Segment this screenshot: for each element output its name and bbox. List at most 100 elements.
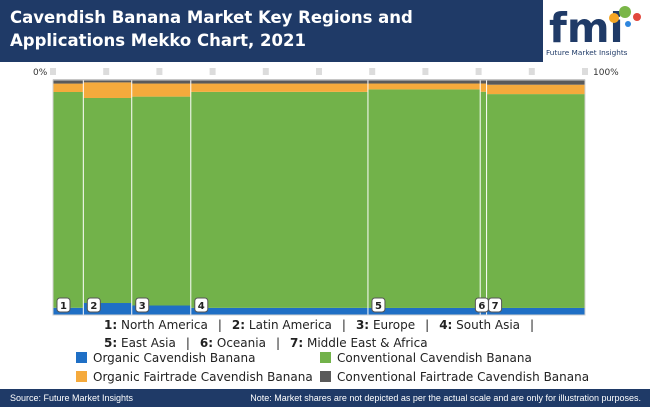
- bar-segment: [190, 83, 368, 92]
- region-badge-label: 2: [90, 301, 97, 312]
- region-badge: 5: [371, 297, 386, 313]
- region-badge: 4: [194, 297, 209, 313]
- axis-tick: [156, 68, 163, 75]
- bar-segment: [486, 94, 585, 308]
- region-badge: 1: [56, 297, 71, 313]
- bar-segment: [53, 83, 84, 92]
- region-badge-label: 1: [60, 301, 67, 312]
- axis-tick: [582, 68, 588, 75]
- bar-segment: [190, 307, 368, 315]
- bar-segment: [53, 80, 84, 84]
- axis-tick: [50, 68, 56, 75]
- region-badge: 3: [135, 297, 150, 313]
- legend-label: Organic Cavendish Banana: [93, 351, 256, 365]
- region-badge-label: 6: [478, 301, 485, 312]
- axis-tick-marks: [50, 68, 588, 80]
- logo-dot-red: [633, 13, 641, 21]
- legend-swatch: [76, 352, 87, 363]
- region-badge: 6: [474, 297, 489, 313]
- region-badge-label: 7: [492, 301, 499, 312]
- axis-right-label: 100%: [593, 68, 619, 78]
- axis-tick: [209, 68, 216, 75]
- separator: |: [217, 318, 222, 332]
- legend-label: Organic Fairtrade Cavendish Banana: [93, 370, 313, 384]
- axis-tick: [262, 68, 269, 75]
- chart-title: Cavendish Banana Market Key Regions and …: [10, 8, 413, 50]
- region-badge-label: 4: [198, 301, 205, 312]
- region-badge-box: [56, 297, 71, 313]
- legend-swatch: [320, 352, 331, 363]
- fmi-logo-mark: fmi: [549, 4, 641, 48]
- region-key-item: 1: North America: [104, 318, 208, 332]
- bar-segment: [480, 91, 487, 308]
- region-key-row-1: 1: North America | 2: Latin America | 3: Eur…: [104, 318, 544, 332]
- bar-segment: [83, 80, 132, 83]
- region-key-item: 7: Middle East & Africa: [290, 336, 428, 350]
- bar-segment: [131, 305, 191, 315]
- bar-segment: [190, 91, 368, 308]
- legend-swatch: [320, 371, 331, 382]
- note-text: Note: Market shares are not depicted as …: [250, 393, 641, 403]
- region-badge-label: 3: [139, 301, 146, 312]
- region-badge-box: [135, 297, 150, 313]
- region-badge-box: [194, 297, 209, 313]
- bar-segment: [367, 83, 481, 90]
- footer: Source: Future Market Insights Note: Mar…: [0, 389, 650, 407]
- bar-segment: [83, 82, 132, 98]
- legend-item-conventional: Conventional Cavendish Banana: [320, 351, 532, 365]
- region-badge: 7: [488, 297, 503, 313]
- axis-tick: [422, 68, 429, 75]
- region-key-item: 3: Europe: [355, 318, 416, 332]
- region-key-item: 4: South Asia: [439, 318, 521, 332]
- logo-dot-blue: [625, 21, 631, 27]
- logo: fmi Future Market Insights: [543, 0, 650, 62]
- column-dividers: [52, 79, 586, 316]
- bar-segment: [53, 91, 84, 308]
- region-key-item: 5: East Asia: [104, 336, 176, 350]
- region-badge-box: [86, 297, 101, 313]
- logo-dot-green: [619, 6, 631, 18]
- separator: |: [530, 318, 535, 332]
- axis-tick: [316, 68, 322, 75]
- region-badge: 2: [86, 297, 101, 313]
- legend-label: Conventional Fairtrade Cavendish Banana: [337, 370, 590, 384]
- axis-left-label: 0%: [33, 68, 48, 78]
- header-banner: Cavendish Banana Market Key Regions and …: [0, 0, 650, 62]
- region-badge-box: [371, 297, 386, 313]
- axis-tick: [103, 68, 110, 75]
- logo-text: fmi: [549, 4, 624, 48]
- bar-segment: [83, 303, 132, 315]
- region-key-row-2: 5: East Asia | 6: Oceania | 7: Middle East &…: [104, 336, 428, 350]
- bar-segment: [131, 96, 191, 306]
- legend-label: Conventional Cavendish Banana: [337, 351, 532, 365]
- logo-dot-orange: [609, 13, 619, 23]
- region-badge-label: 5: [375, 301, 382, 312]
- axis-tick: [528, 68, 535, 75]
- bar-segment: [480, 83, 487, 92]
- separator: |: [341, 318, 346, 332]
- legend-item-organic-fairtrade: Organic Fairtrade Cavendish Banana: [76, 370, 313, 384]
- bar-segment: [131, 80, 191, 84]
- axis-tick: [475, 68, 482, 75]
- source-text: Source: Future Market Insights: [10, 393, 134, 403]
- bar-segment: [367, 80, 481, 84]
- region-badge-box: [488, 297, 503, 313]
- separator: |: [275, 336, 280, 350]
- bar-segment: [486, 84, 585, 95]
- bar-segment: [83, 97, 132, 304]
- bar-segment: [480, 80, 487, 84]
- region-key-item: 6: Oceania: [199, 336, 266, 350]
- legend-item-conventional-fairtrade: Conventional Fairtrade Cavendish Banana: [320, 370, 589, 384]
- bar-segment: [486, 307, 585, 315]
- bar-segment: [367, 307, 481, 315]
- plot-frame: [52, 79, 586, 316]
- bar-segment: [131, 83, 191, 97]
- bar-segment: [367, 89, 481, 308]
- region-key-item: 2: Latin America: [231, 318, 332, 332]
- mekko-bars: [53, 80, 585, 315]
- separator: |: [425, 318, 430, 332]
- separator: |: [185, 336, 190, 350]
- legend-item-organic: Organic Cavendish Banana: [76, 351, 255, 365]
